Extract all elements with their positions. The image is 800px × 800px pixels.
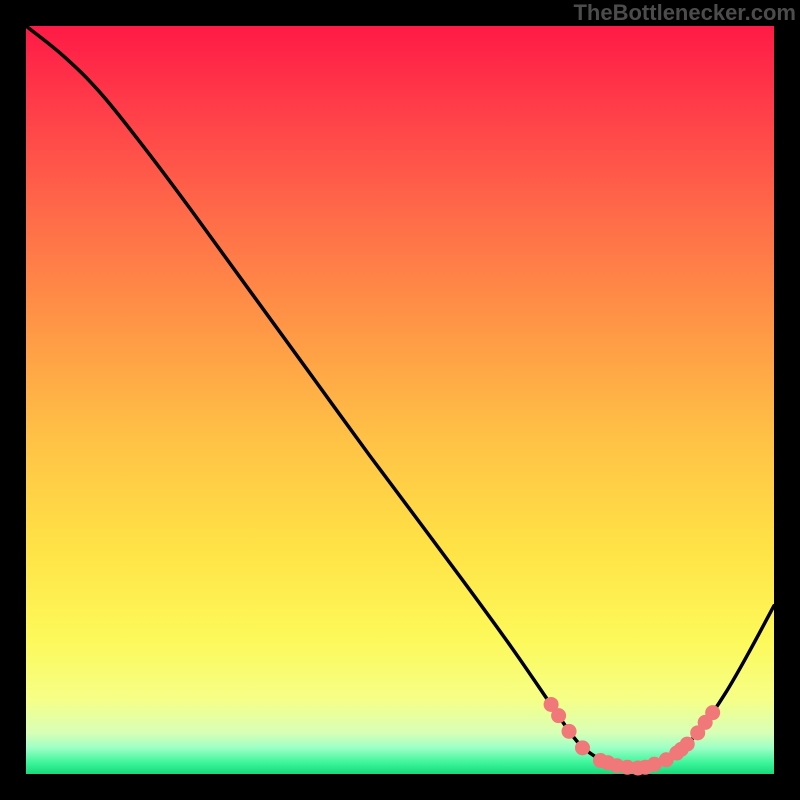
chart-svg	[0, 0, 800, 800]
marker-dot	[680, 737, 695, 752]
marker-dot	[562, 724, 577, 739]
watermark-text: TheBottlenecker.com	[573, 0, 796, 26]
chart-stage: TheBottlenecker.com	[0, 0, 800, 800]
marker-dot	[551, 708, 566, 723]
marker-dot	[575, 740, 590, 755]
marker-dot	[705, 705, 720, 720]
